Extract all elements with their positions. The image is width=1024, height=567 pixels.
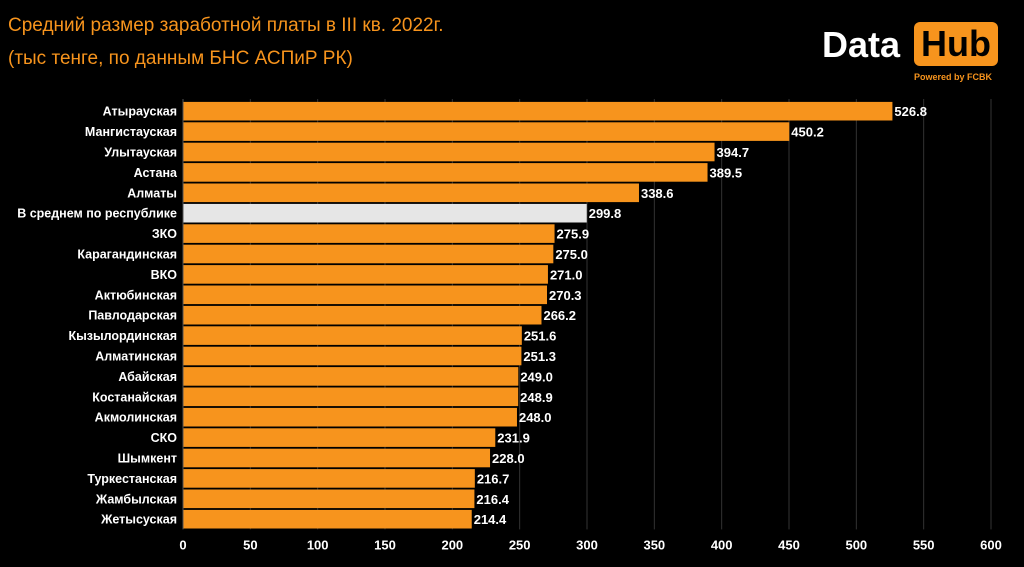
value-label: 251.6 — [524, 329, 557, 344]
bar — [183, 326, 522, 345]
value-label: 389.5 — [710, 165, 743, 180]
bar — [183, 203, 587, 223]
bar — [183, 509, 472, 529]
x-tick-label: 100 — [307, 537, 329, 552]
category-label: Улытауская — [104, 146, 177, 160]
x-tick-label: 500 — [845, 537, 867, 552]
x-tick-label: 350 — [643, 537, 665, 552]
category-label: Алматы — [127, 186, 177, 200]
bar — [183, 163, 708, 182]
value-label: 214.4 — [474, 512, 507, 527]
logo-word-data: Data — [822, 24, 901, 65]
category-label: В среднем по республике — [17, 207, 177, 221]
bar — [183, 224, 555, 243]
category-label: Костанайская — [92, 390, 177, 404]
bar — [183, 305, 542, 325]
x-tick-label: 550 — [913, 537, 935, 552]
bar — [183, 407, 517, 427]
bar — [183, 387, 519, 407]
bar — [183, 469, 475, 488]
x-tick-label: 600 — [980, 537, 1002, 552]
value-label: 394.7 — [717, 145, 750, 160]
x-tick-label: 450 — [778, 537, 800, 552]
category-label: ВКО — [151, 268, 178, 282]
value-label: 338.6 — [641, 186, 674, 201]
x-tick-label: 150 — [374, 537, 396, 552]
value-label: 526.8 — [894, 104, 927, 119]
value-label: 271.0 — [550, 267, 583, 282]
category-label: Абайская — [118, 370, 177, 384]
datahub-logo: Data Hub Powered by FCBK — [822, 20, 1012, 92]
category-label: ЗКО — [152, 227, 177, 241]
x-tick-label: 250 — [509, 537, 531, 552]
bar — [183, 367, 519, 386]
bar — [183, 122, 790, 141]
value-label: 275.9 — [557, 227, 590, 242]
logo-tagline: Powered by FCBK — [914, 72, 993, 82]
value-label: 450.2 — [791, 125, 824, 140]
value-label: 249.0 — [520, 369, 553, 384]
bar — [183, 265, 548, 284]
value-label: 299.8 — [589, 206, 622, 221]
chart-title: Средний размер заработной платы в III кв… — [8, 15, 444, 36]
category-label: Кызылординская — [68, 329, 177, 343]
value-label: 275.0 — [555, 247, 588, 262]
category-label: Павлодарская — [88, 309, 177, 323]
bar — [183, 183, 639, 203]
bar — [183, 428, 496, 447]
bar — [183, 101, 893, 121]
x-tick-label: 400 — [711, 537, 733, 552]
x-tick-label: 200 — [441, 537, 463, 552]
x-tick-label: 0 — [179, 537, 186, 552]
bar — [183, 346, 522, 366]
category-label: Жамбылская — [95, 492, 177, 506]
category-label: Астана — [134, 166, 178, 180]
bar — [183, 489, 475, 509]
value-label: 266.2 — [543, 308, 576, 323]
bar — [183, 285, 548, 305]
category-label: Мангистауская — [85, 125, 177, 139]
value-label: 248.0 — [519, 410, 552, 425]
x-tick-label: 50 — [243, 537, 257, 552]
value-label: 228.0 — [492, 451, 525, 466]
category-label: Атырауская — [103, 105, 177, 119]
x-tick-label: 300 — [576, 537, 598, 552]
category-label: Алматинская — [95, 350, 177, 364]
value-label: 216.4 — [476, 492, 509, 507]
category-label: Актюбинская — [95, 288, 177, 302]
value-label: 216.7 — [477, 471, 510, 486]
value-label: 231.9 — [497, 431, 530, 446]
bar — [183, 244, 554, 264]
category-label: Акмолинская — [95, 411, 177, 425]
value-label: 270.3 — [549, 288, 582, 303]
category-label: Жетысуская — [100, 513, 177, 527]
bar — [183, 142, 715, 162]
value-label: 251.3 — [523, 349, 556, 364]
logo-word-hub: Hub — [914, 22, 998, 66]
category-label: Карагандинская — [77, 248, 177, 262]
bar — [183, 448, 491, 468]
category-label: Шымкент — [118, 452, 177, 466]
value-label: 248.9 — [520, 390, 553, 405]
category-label: Туркестанская — [87, 472, 177, 486]
chart-subtitle: (тыс тенге, по данным БНС АСПиР РК) — [8, 48, 353, 69]
category-label: СКО — [151, 431, 178, 445]
